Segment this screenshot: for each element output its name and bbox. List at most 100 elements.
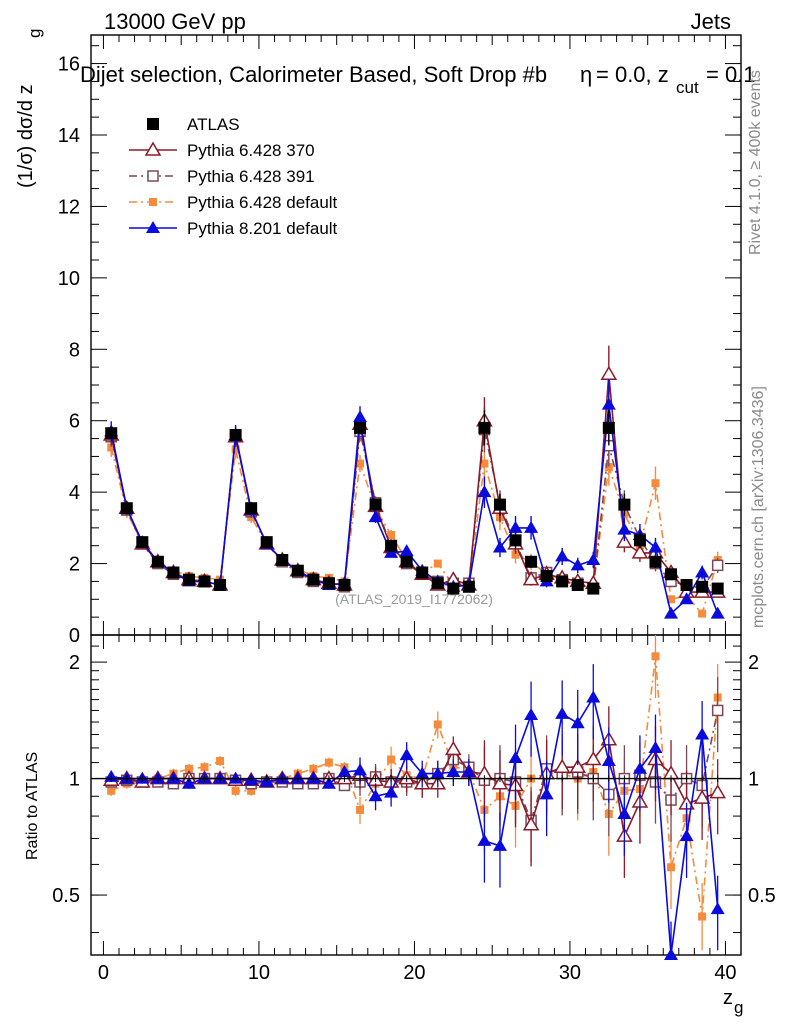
data-point-pdef bbox=[604, 463, 613, 472]
ratio-line-p8 bbox=[111, 695, 719, 956]
data-point-atlas bbox=[478, 421, 491, 434]
data-point-atlas bbox=[214, 579, 227, 591]
xlabel: z bbox=[723, 987, 733, 1009]
y-tick-label: 2 bbox=[69, 554, 80, 576]
plot-title: Dijet selection, Calorimeter Based, Soft… bbox=[80, 62, 756, 97]
data-point-atlas bbox=[151, 555, 164, 568]
title-eta: η bbox=[580, 62, 592, 87]
legend-entry-p391: Pythia 6.428 391 bbox=[129, 167, 315, 186]
ratio-point-p370 bbox=[569, 758, 587, 773]
ratio-point-p8 bbox=[679, 829, 694, 842]
ratio-tick-label: 2 bbox=[748, 652, 759, 674]
ratio-point-p8 bbox=[384, 785, 399, 798]
ratio-point-p370 bbox=[709, 784, 726, 799]
data-point-p8 bbox=[664, 606, 679, 619]
ratio-point-pdef bbox=[324, 758, 333, 767]
y-tick-label: 6 bbox=[69, 411, 80, 433]
data-point-pdef bbox=[107, 443, 116, 452]
title-main: Dijet selection, Calorimeter Based, Soft… bbox=[80, 62, 547, 87]
data-point-atlas bbox=[493, 498, 506, 511]
data-point-atlas bbox=[416, 566, 429, 579]
data-point-atlas bbox=[385, 539, 398, 552]
data-point-p8 bbox=[617, 522, 632, 535]
ratio-point-p8 bbox=[353, 763, 368, 776]
ratio-tick-label: 1 bbox=[748, 769, 759, 791]
ratio-point-p8 bbox=[695, 727, 710, 740]
y-tick-label: 0 bbox=[69, 625, 80, 647]
series-line-pdef bbox=[110, 447, 719, 616]
analysis-id: (ATLAS_2019_I1772062) bbox=[335, 591, 493, 607]
ratio-point-pdef bbox=[651, 652, 660, 661]
data-point-atlas bbox=[680, 579, 693, 591]
data-point-p8 bbox=[353, 410, 368, 423]
data-point-p8 bbox=[601, 397, 616, 410]
ratio-point-p8 bbox=[368, 789, 383, 802]
data-point-atlas bbox=[618, 498, 631, 511]
legend-label-p370: Pythia 6.428 370 bbox=[187, 141, 315, 160]
side-label-rivet: Rivet 4.1.0, ≥ 400k events bbox=[747, 70, 764, 255]
ratio-tick-label: 1 bbox=[69, 769, 80, 791]
ratio-point-p8 bbox=[524, 707, 539, 720]
ratio-point-pdef bbox=[309, 764, 318, 773]
data-point-pdef bbox=[387, 531, 396, 539]
title-subscript: cut bbox=[676, 78, 699, 97]
ratio-point-pdef bbox=[433, 720, 442, 729]
ylabel-ratio: Ratio to ATLAS bbox=[24, 752, 41, 860]
data-point-p8 bbox=[695, 565, 710, 578]
ratio-point-p8 bbox=[477, 833, 492, 846]
x-tick-label: 40 bbox=[714, 962, 736, 984]
legend-label-p391: Pythia 6.428 391 bbox=[187, 167, 315, 186]
data-point-atlas bbox=[431, 577, 444, 590]
side-label-mcplots: mcplots.cern.ch [arXiv:1306.3436] bbox=[750, 386, 767, 628]
legend-marker-p8 bbox=[146, 221, 160, 233]
data-point-p8 bbox=[477, 485, 492, 498]
data-point-atlas bbox=[602, 421, 615, 434]
data-point-p8 bbox=[492, 540, 507, 553]
ratio-point-pdef bbox=[184, 764, 193, 773]
xlabel-subscript: g bbox=[734, 998, 743, 1017]
ratio-point-p8 bbox=[337, 764, 352, 777]
ratio-tick-label: 2 bbox=[69, 652, 80, 674]
data-point-pdef bbox=[433, 559, 442, 568]
series-line-p370 bbox=[110, 374, 718, 593]
ratio-point-p8 bbox=[492, 838, 507, 851]
ratio-point-p8 bbox=[570, 716, 585, 729]
legend-entry-pdef: Pythia 6.428 default bbox=[129, 193, 338, 212]
y-tick-label: 4 bbox=[69, 482, 80, 504]
data-point-atlas bbox=[649, 555, 662, 568]
legend-marker-p391 bbox=[147, 170, 159, 182]
data-point-p8 bbox=[710, 606, 725, 619]
ratio-point-p8 bbox=[321, 776, 336, 789]
ratio-point-p8 bbox=[632, 761, 647, 774]
data-point-pdef bbox=[480, 459, 489, 468]
data-point-p8 bbox=[508, 520, 523, 533]
data-point-pdef bbox=[356, 459, 365, 468]
data-point-atlas bbox=[369, 498, 382, 511]
ratio-series-p8 bbox=[104, 664, 725, 960]
ratio-point-pdef bbox=[107, 786, 116, 795]
data-point-atlas bbox=[665, 568, 678, 581]
data-point-pdef bbox=[667, 595, 676, 604]
ratio-point-p370 bbox=[693, 789, 711, 804]
header-category: Jets bbox=[691, 9, 731, 34]
legend-entry-p370: Pythia 6.428 370 bbox=[129, 141, 315, 160]
ratio-point-pdef bbox=[247, 786, 256, 795]
data-point-p8 bbox=[570, 558, 585, 571]
data-point-atlas bbox=[354, 421, 367, 434]
legend-marker-atlas bbox=[147, 118, 159, 130]
data-point-atlas bbox=[105, 427, 118, 440]
data-point-atlas bbox=[276, 554, 289, 566]
data-point-p8 bbox=[648, 540, 663, 553]
data-point-atlas bbox=[633, 534, 646, 547]
data-point-atlas bbox=[167, 566, 180, 579]
ratio-point-pdef bbox=[667, 863, 676, 872]
data-point-p8 bbox=[368, 510, 383, 523]
data-point-p8 bbox=[586, 553, 601, 565]
ratio-point-pdef bbox=[356, 805, 365, 814]
data-point-p8 bbox=[555, 549, 570, 562]
ratio-point-p370 bbox=[445, 740, 462, 756]
data-point-atlas bbox=[136, 536, 149, 549]
data-point-atlas bbox=[556, 575, 569, 588]
